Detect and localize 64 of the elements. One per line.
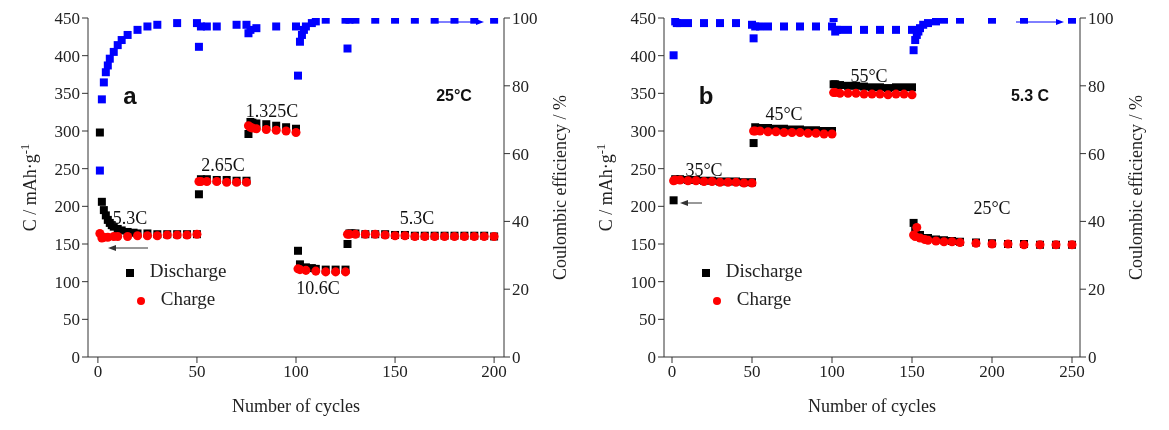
y-tick-label: 400 xyxy=(54,46,80,66)
annotation: 45°C xyxy=(765,103,803,125)
y-tick-label: 450 xyxy=(54,9,80,29)
x-tick-label: 100 xyxy=(819,362,845,382)
x-axis-title: Number of cycles xyxy=(232,396,360,416)
y2-tick-label: 100 xyxy=(1088,9,1114,29)
x-tick-label: 0 xyxy=(93,362,103,382)
y-tick-label: 150 xyxy=(630,235,656,255)
y-tick-label: 450 xyxy=(630,9,656,29)
y-tick-label: 100 xyxy=(630,272,656,292)
annotation: b xyxy=(698,82,714,110)
annotation: 1.325C xyxy=(245,100,299,122)
y-tick-label: 200 xyxy=(630,197,656,217)
x-axis-title: Number of cycles xyxy=(808,396,936,416)
legend-label: Discharge xyxy=(725,260,803,281)
x-tick-label: 200 xyxy=(979,362,1005,382)
annotation: 25°C xyxy=(973,197,1011,219)
annotation: 5.3C xyxy=(399,207,435,229)
y2-tick-label: 20 xyxy=(512,280,529,300)
legend-label: Charge xyxy=(160,288,216,309)
y2-tick-label: 60 xyxy=(512,144,529,164)
annotation: 25°C xyxy=(436,87,472,105)
annotation: 2.65C xyxy=(201,154,245,176)
x-tick-label: 150 xyxy=(382,362,408,382)
y-tick-label: 300 xyxy=(54,122,80,142)
x-tick-label: 200 xyxy=(481,362,507,382)
y2-tick-label: 60 xyxy=(1088,144,1105,164)
annotation: a xyxy=(123,82,137,110)
legend-label: Charge xyxy=(736,288,792,309)
y-tick-label: 50 xyxy=(63,310,80,330)
annotation: 55°C xyxy=(850,65,888,87)
x-tick-label: 50 xyxy=(188,362,206,382)
y-tick-label: 0 xyxy=(71,348,80,368)
annotation: 35°C xyxy=(685,159,723,181)
y2-tick-label: 40 xyxy=(512,212,529,232)
annotation: 5.3C xyxy=(112,207,148,229)
x-tick-label: 50 xyxy=(743,362,761,382)
y2-tick-label: 80 xyxy=(512,76,529,96)
annotation: 5.3 C xyxy=(1010,87,1050,105)
y-tick-label: 100 xyxy=(54,272,80,292)
y2-tick-label: 100 xyxy=(512,9,538,29)
y-tick-label: 150 xyxy=(54,235,80,255)
y2-tick-label: 40 xyxy=(1088,212,1105,232)
legend-label: Discharge xyxy=(149,260,227,281)
annotation: 10.6C xyxy=(296,277,340,299)
x-tick-label: 250 xyxy=(1059,362,1085,382)
y2-tick-label: 20 xyxy=(1088,280,1105,300)
y-tick-label: 50 xyxy=(639,310,656,330)
y2-axis-title: Coulombic efficiency / % xyxy=(1126,94,1146,281)
y2-tick-label: 0 xyxy=(1088,348,1097,368)
y-tick-label: 200 xyxy=(54,197,80,217)
y2-tick-label: 0 xyxy=(512,348,521,368)
y-tick-label: 250 xyxy=(630,159,656,179)
x-tick-label: 150 xyxy=(899,362,925,382)
x-tick-label: 0 xyxy=(667,362,677,382)
y-tick-label: 0 xyxy=(647,348,656,368)
y-tick-label: 300 xyxy=(630,122,656,142)
y2-axis-title: Coulombic efficiency / % xyxy=(550,94,570,281)
y-tick-label: 350 xyxy=(54,84,80,104)
y-tick-label: 250 xyxy=(54,159,80,179)
y2-tick-label: 80 xyxy=(1088,76,1105,96)
y-tick-label: 350 xyxy=(630,84,656,104)
y-tick-label: 400 xyxy=(630,46,656,66)
x-tick-label: 100 xyxy=(283,362,309,382)
